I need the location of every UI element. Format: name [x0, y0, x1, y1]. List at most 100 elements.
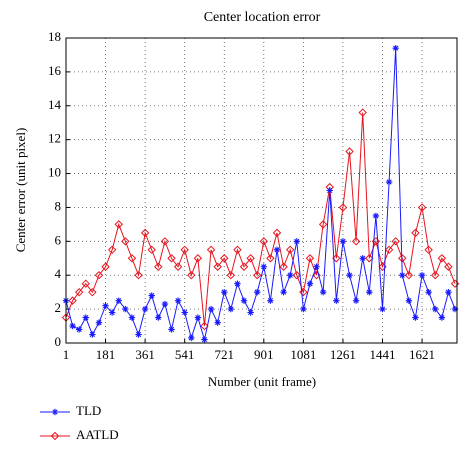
marker	[247, 309, 254, 316]
marker	[359, 255, 366, 262]
x-tick-label: 361	[135, 347, 155, 362]
marker	[333, 297, 340, 304]
marker	[234, 280, 241, 287]
marker	[365, 254, 374, 263]
marker	[94, 271, 104, 280]
marker	[424, 245, 433, 255]
marker	[134, 271, 143, 280]
marker	[88, 287, 97, 297]
x-tick-label: 181	[96, 347, 116, 362]
marker	[425, 288, 432, 296]
marker	[122, 305, 129, 313]
marker	[266, 254, 275, 263]
marker	[141, 305, 149, 313]
marker	[147, 245, 156, 255]
marker	[114, 220, 123, 229]
marker	[69, 322, 76, 330]
x-tick-label: 541	[175, 347, 195, 362]
marker	[51, 408, 59, 416]
marker	[293, 238, 300, 245]
x-axis-label: Number (unit frame)	[208, 374, 316, 389]
marker	[444, 262, 453, 271]
marker	[214, 319, 221, 326]
marker	[254, 288, 261, 296]
marker	[239, 262, 249, 271]
marker	[418, 272, 426, 279]
x-tick-label: 1081	[290, 347, 316, 362]
y-tick-label: 14	[48, 97, 62, 112]
marker	[74, 287, 84, 297]
marker	[206, 245, 216, 255]
marker	[279, 262, 288, 271]
marker	[95, 319, 103, 326]
y-tick-label: 18	[48, 29, 61, 44]
y-axis-label: Center error (unit pixel)	[13, 128, 28, 253]
marker	[280, 288, 287, 296]
marker	[300, 305, 307, 313]
marker	[148, 292, 155, 299]
marker	[193, 254, 203, 263]
marker	[306, 280, 314, 287]
marker	[358, 108, 367, 117]
marker	[188, 334, 195, 342]
x-tick-label: 1	[63, 347, 70, 362]
marker	[326, 187, 333, 194]
marker	[372, 212, 380, 220]
marker	[260, 263, 268, 270]
marker	[108, 309, 116, 316]
marker	[135, 331, 142, 338]
marker	[445, 288, 452, 296]
x-tick-label: 1261	[330, 347, 356, 362]
marker	[404, 271, 414, 280]
legend-label: TLD	[76, 403, 101, 418]
y-tick-label: 4	[55, 266, 62, 281]
legend-label: AATLD	[76, 427, 119, 442]
marker	[127, 254, 137, 263]
x-tick-label: 721	[214, 347, 234, 362]
marker	[213, 262, 222, 271]
marker	[121, 237, 130, 246]
y-tick-label: 12	[48, 131, 61, 146]
marker	[399, 272, 406, 279]
marker	[173, 262, 183, 271]
marker	[181, 309, 188, 316]
marker	[160, 237, 170, 246]
marker	[338, 203, 348, 212]
marker	[432, 305, 439, 313]
marker	[339, 238, 347, 245]
marker	[115, 297, 122, 304]
marker	[221, 288, 228, 296]
marker	[207, 305, 215, 313]
marker	[161, 300, 169, 308]
marker	[259, 237, 269, 246]
y-tick-label: 10	[48, 165, 61, 180]
marker	[431, 271, 440, 280]
marker	[200, 321, 209, 331]
marker	[227, 305, 235, 313]
marker	[318, 220, 328, 229]
x-tick-label: 1621	[409, 347, 435, 362]
marker	[305, 254, 315, 263]
marker	[246, 254, 255, 263]
x-tick-label: 901	[254, 347, 274, 362]
marker	[240, 297, 248, 304]
marker	[319, 288, 327, 296]
y-tick-label: 8	[55, 198, 62, 213]
marker	[174, 297, 182, 304]
marker	[417, 203, 427, 212]
marker	[180, 245, 189, 255]
marker	[201, 336, 208, 343]
marker	[385, 178, 393, 186]
marker	[366, 288, 373, 296]
y-tick-label: 6	[55, 232, 62, 247]
marker	[220, 254, 229, 263]
series-line	[65, 112, 456, 327]
marker	[451, 305, 459, 313]
y-tick-label: 16	[48, 63, 62, 78]
marker	[68, 296, 77, 305]
marker	[391, 237, 400, 246]
marker	[411, 228, 420, 238]
marker	[50, 431, 60, 441]
x-tick-label: 1441	[369, 347, 395, 362]
